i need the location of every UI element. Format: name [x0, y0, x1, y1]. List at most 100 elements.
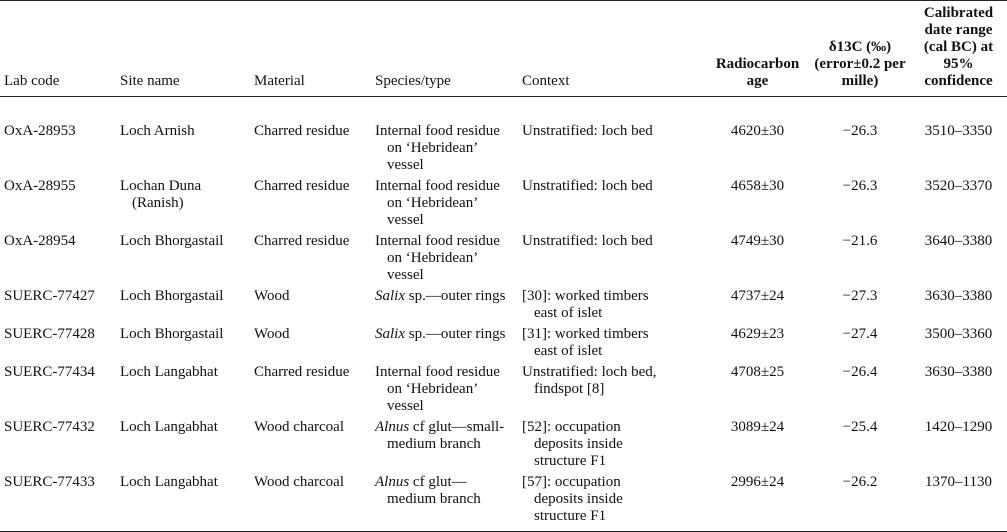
cell-text: OxA-28955 [4, 178, 76, 194]
cell-context: Unstratified: loch bed, findspot [8] [518, 362, 705, 417]
cell-delta13c: −21.6 [842, 233, 878, 249]
cell-text: Internal food residue on ‘Hebridean’ ves… [375, 123, 500, 173]
cell-radiocarbon-age: 4658±30 [730, 178, 785, 194]
cell-calibrated-range: 1370–1130 [925, 474, 992, 490]
cell-text: [52]: occupation deposits inside structu… [522, 419, 623, 469]
table-row: SUERC-77428 Loch Bhorgastail Wood Salix sp.… [0, 324, 1007, 362]
header-radiocarbon-age: Radiocarbon age [715, 56, 800, 89]
cell-site-name: Loch Langabhat [116, 417, 250, 472]
cell-context: [31]: worked timbers east of islet [518, 324, 705, 362]
cell-text: [30]: worked timbers east of islet [522, 288, 649, 321]
cell-species: Salix sp.—outer rings [371, 324, 518, 362]
cell-delta13c: −26.4 [842, 364, 878, 380]
cell-radiocarbon-age: 2996±24 [730, 474, 785, 490]
cell-material: Wood charcoal [250, 417, 371, 472]
cell-lab-code: OxA-28953 [0, 97, 116, 177]
cell-site-name: Loch Arnish [116, 97, 250, 177]
cell-species: Internal food residue on ‘Hebridean’ ves… [371, 176, 518, 231]
header-row: Lab code Site name Material Species/type Con… [0, 0, 1007, 97]
table-row: OxA-28954 Loch Bhorgastail Charred residue… [0, 231, 1007, 286]
cell-text: Salix sp.—outer rings [375, 326, 514, 343]
table-body: OxA-28953 Loch Arnish Charred residue Inter… [0, 97, 1007, 532]
header-delta13c: δ13C (‰) (error±0.2 per mille) [814, 39, 906, 89]
cell-text: Alnus cf glut—small-medium branch [375, 419, 514, 453]
cell-text: Charred residue [254, 233, 350, 249]
cell-text: Charred residue [254, 364, 350, 380]
cell-material: Wood [250, 324, 371, 362]
cell-species: Internal food residue on ‘Hebridean’ ves… [371, 362, 518, 417]
cell-material: Wood [250, 286, 371, 324]
header-lab-code: Lab code [4, 73, 60, 89]
table-header: Lab code Site name Material Species/type Con… [0, 0, 1007, 97]
cell-context: Unstratified: loch bed [518, 176, 705, 231]
species-detail: sp.—outer rings [405, 288, 506, 304]
cell-context: [52]: occupation deposits inside structu… [518, 417, 705, 472]
cell-site-name: Loch Bhorgastail [116, 231, 250, 286]
cell-lab-code: SUERC-77432 [0, 417, 116, 472]
cell-species: Alnus cf glut—small-medium branch [371, 417, 518, 472]
cell-text: Wood charcoal [254, 474, 344, 490]
cell-text: Unstratified: loch bed [522, 123, 653, 139]
cell-text: Internal food residue on ‘Hebridean’ ves… [375, 364, 500, 414]
cell-text: Charred residue [254, 178, 350, 194]
species-genus: Salix [375, 326, 405, 342]
cell-text: SUERC-77428 [4, 326, 95, 342]
species-genus: Salix [375, 288, 405, 304]
cell-lab-code: SUERC-77427 [0, 286, 116, 324]
cell-calibrated-range: 3640–3380 [924, 233, 993, 249]
cell-text: Internal food residue on ‘Hebridean’ ves… [375, 178, 500, 228]
table-row: OxA-28955 Lochan Duna (Ranish) Charred res… [0, 176, 1007, 231]
cell-delta13c: −26.2 [842, 474, 878, 490]
cell-context: Unstratified: loch bed [518, 97, 705, 177]
cell-delta13c: −27.4 [842, 326, 878, 342]
header-species: Species/type [375, 73, 451, 89]
cell-text: Unstratified: loch bed [522, 178, 653, 194]
cell-delta13c: −26.3 [842, 123, 878, 139]
cell-material: Charred residue [250, 97, 371, 177]
cell-radiocarbon-age: 4620±30 [730, 123, 785, 139]
cell-calibrated-range: 1420–1290 [924, 419, 993, 435]
cell-species: Internal food residue on ‘Hebridean’ ves… [371, 231, 518, 286]
cell-site-name: Loch Bhorgastail [116, 286, 250, 324]
cell-material: Charred residue [250, 362, 371, 417]
cell-text: SUERC-77432 [4, 419, 95, 435]
cell-text: Loch Langabhat [120, 364, 218, 380]
cell-calibrated-range: 3630–3380 [924, 364, 993, 380]
cell-text: Alnus cf glut—medium branch [375, 474, 514, 508]
header-site-name: Site name [120, 73, 180, 89]
cell-text: SUERC-77433 [4, 474, 95, 490]
cell-delta13c: −26.3 [842, 178, 878, 194]
cell-context: Unstratified: loch bed [518, 231, 705, 286]
cell-material: Charred residue [250, 231, 371, 286]
cell-text: Wood [254, 326, 290, 342]
cell-text: OxA-28954 [4, 233, 76, 249]
cell-radiocarbon-age: 4737±24 [730, 288, 785, 304]
cell-species: Internal food residue on ‘Hebridean’ ves… [371, 97, 518, 177]
cell-text: Internal food residue on ‘Hebridean’ ves… [375, 233, 500, 283]
cell-text: Unstratified: loch bed [522, 233, 653, 249]
cell-lab-code: SUERC-77434 [0, 362, 116, 417]
cell-radiocarbon-age: 3089±24 [730, 419, 785, 435]
species-genus: Alnus [375, 474, 410, 490]
cell-text: Salix sp.—outer rings [375, 288, 514, 305]
cell-calibrated-range: 3630–3380 [924, 288, 993, 304]
cell-material: Wood charcoal [250, 472, 371, 532]
header-calibrated-range: Calibrated date range (cal BC) at 95% co… [923, 5, 994, 89]
table-row: SUERC-77432 Loch Langabhat Wood charcoal Al… [0, 417, 1007, 472]
cell-radiocarbon-age: 4629±23 [730, 326, 785, 342]
cell-calibrated-range: 3500–3360 [924, 326, 993, 342]
table-row: OxA-28953 Loch Arnish Charred residue Inter… [0, 97, 1007, 177]
cell-context: [57]: occupation deposits inside structu… [518, 472, 705, 532]
cell-lab-code: SUERC-77428 [0, 324, 116, 362]
cell-text: Loch Langabhat [120, 419, 218, 435]
cell-radiocarbon-age: 4749±30 [730, 233, 785, 249]
cell-delta13c: −25.4 [842, 419, 878, 435]
cell-site-name: Loch Bhorgastail [116, 324, 250, 362]
cell-text: SUERC-77427 [4, 288, 95, 304]
cell-text: SUERC-77434 [4, 364, 95, 380]
cell-text: Unstratified: loch bed, findspot [8] [522, 364, 657, 397]
cell-lab-code: SUERC-77433 [0, 472, 116, 532]
species-detail: cf glut—small-medium branch [387, 419, 505, 452]
